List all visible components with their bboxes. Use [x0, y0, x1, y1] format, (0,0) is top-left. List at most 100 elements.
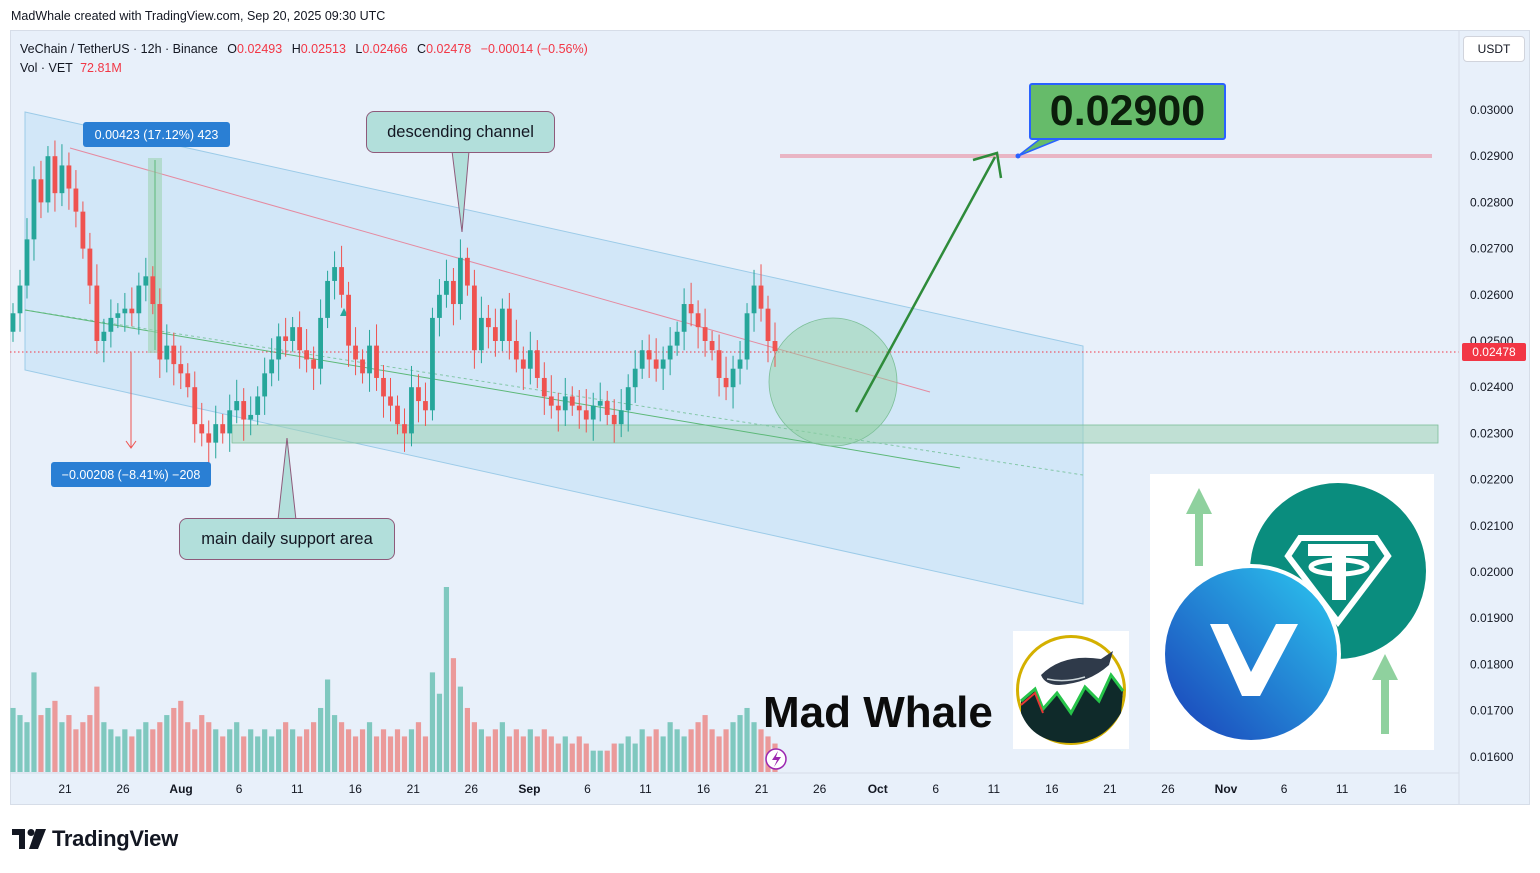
candle-body: [276, 336, 282, 360]
candle-body: [451, 280, 456, 305]
candle-body: [164, 345, 170, 360]
measure-down-arrowhead: [125, 440, 137, 449]
volume-bar: [632, 743, 638, 772]
candle-body: [10, 313, 16, 332]
candle-body: [541, 377, 547, 397]
candle-body: [471, 285, 477, 351]
candle-body: [241, 401, 247, 420]
time-tick-label: 21: [1103, 782, 1117, 796]
candle-body: [367, 345, 372, 374]
price-tick-label: 0.02800: [1470, 195, 1514, 209]
time-tick-label: 11: [988, 782, 1001, 796]
candle-body: [108, 317, 114, 332]
volume-bar: [122, 729, 128, 772]
candle-body: [444, 280, 449, 295]
symbol-label[interactable]: VeChain / TetherUS · 12h · Binance: [20, 42, 218, 56]
candle-body: [562, 396, 568, 411]
candle-body: [143, 276, 149, 286]
candle-body: [709, 341, 715, 351]
volume-bar: [108, 729, 114, 772]
candle-body: [737, 359, 743, 369]
volume-bar: [492, 729, 498, 772]
candle-body: [255, 396, 261, 415]
volume-bar: [429, 672, 436, 772]
price-tick-label: 0.01600: [1470, 750, 1514, 764]
candle-body: [660, 359, 666, 369]
volume-bar: [611, 743, 617, 772]
candle-body: [465, 257, 470, 286]
candle-body: [304, 350, 310, 360]
candle-body: [437, 294, 442, 318]
candle-body: [409, 387, 414, 434]
mad-whale-logo: [1013, 631, 1129, 749]
candle-body: [346, 294, 351, 346]
candle-body: [94, 285, 100, 341]
volume-bar: [283, 722, 289, 772]
volume-bar: [646, 736, 652, 772]
volume-bar: [576, 736, 582, 772]
volume-bar: [185, 722, 191, 772]
projection-arrowhead: [972, 151, 1003, 179]
volume-bar: [478, 729, 484, 772]
currency-button[interactable]: USDT: [1463, 36, 1525, 62]
volume-bar: [394, 729, 401, 772]
candle-body: [178, 364, 184, 374]
candle-body: [129, 308, 135, 314]
volume-bar: [702, 715, 708, 772]
candle-body: [569, 396, 575, 406]
candle-body: [520, 359, 526, 369]
low-value: 0.02466: [362, 42, 408, 56]
price-axis[interactable]: 0.030000.029000.028000.027000.026000.025…: [1470, 103, 1514, 764]
volume-bar: [450, 658, 457, 772]
candle-body: [667, 345, 673, 360]
current-price-tag: 0.02478: [1462, 343, 1526, 361]
candle-body: [150, 276, 156, 305]
time-tick-label: 16: [697, 782, 711, 796]
volume-bar: [730, 722, 736, 772]
tradingview-logo[interactable]: TradingView: [12, 826, 178, 852]
mad-whale-text: Mad Whale: [763, 688, 993, 737]
time-tick-label: 21: [755, 782, 769, 796]
volume-bar: [681, 736, 687, 772]
candle-body: [499, 308, 505, 341]
candle-body: [199, 424, 205, 434]
candle-body: [639, 350, 645, 369]
candle-body: [730, 368, 736, 388]
volume-bar: [338, 722, 345, 772]
price-tick-label: 0.03000: [1470, 103, 1514, 117]
volume-bar: [548, 736, 554, 772]
candle-body: [402, 424, 407, 434]
lightning-icon[interactable]: [765, 748, 787, 770]
time-tick-label: Sep: [518, 782, 540, 796]
volume-bar: [59, 722, 65, 772]
volume-bar: [401, 736, 408, 772]
volume-bar: [262, 729, 268, 772]
candle-body: [492, 327, 498, 341]
volume-bar: [569, 743, 575, 772]
volume-bar: [380, 729, 387, 772]
time-axis[interactable]: 21 26 Aug 6 11 16 21 26 Sep 6 11 16 21 26 Oct 6 11 16 21 26…: [58, 782, 1407, 796]
candle-body: [31, 179, 37, 240]
vechain-logo: [1161, 564, 1341, 744]
volume-bar: [178, 700, 184, 772]
candle-body: [374, 345, 379, 378]
tradingview-mark-icon: [12, 829, 46, 849]
candle-body: [597, 401, 603, 406]
candle-body: [548, 396, 554, 406]
volume-bar: [555, 743, 561, 772]
candle-body: [45, 156, 51, 203]
candle-body: [80, 211, 86, 249]
price-tick-label: 0.02900: [1470, 149, 1514, 163]
volume-label[interactable]: Vol · VET: [20, 61, 73, 75]
high-value: 0.02513: [300, 42, 346, 56]
candle-body: [66, 165, 72, 189]
time-tick-label: 16: [349, 782, 363, 796]
candle-body: [527, 350, 533, 369]
target-box-pointer: [1017, 138, 1061, 157]
candle-body: [381, 377, 386, 397]
support-trendline: [24, 309, 961, 469]
candle-body: [297, 327, 303, 351]
whale-logo-icon: [1016, 635, 1126, 745]
support-zone: [231, 424, 1439, 444]
